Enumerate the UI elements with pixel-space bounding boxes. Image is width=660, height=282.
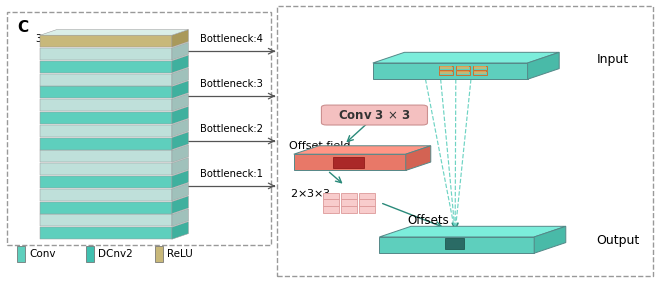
- Bar: [333, 157, 364, 168]
- Bar: [359, 206, 375, 213]
- Text: Offset field: Offset field: [288, 141, 350, 151]
- Text: ReLU: ReLU: [168, 249, 193, 259]
- Text: Bottleneck:1: Bottleneck:1: [200, 169, 263, 179]
- Text: Bottleneck:3: Bottleneck:3: [200, 79, 263, 89]
- Text: Input: Input: [597, 53, 629, 66]
- Text: Conv: Conv: [29, 249, 55, 259]
- Bar: [40, 150, 172, 162]
- Polygon shape: [172, 81, 188, 98]
- Bar: [475, 71, 486, 74]
- Bar: [40, 74, 172, 85]
- Bar: [323, 199, 339, 206]
- Text: Conv 3 $\times$ 3: Conv 3 $\times$ 3: [339, 109, 411, 122]
- Bar: [440, 66, 452, 69]
- FancyBboxPatch shape: [321, 105, 428, 125]
- Bar: [323, 206, 339, 213]
- Polygon shape: [172, 145, 188, 162]
- Bar: [40, 48, 172, 60]
- Bar: [40, 227, 172, 239]
- Bar: [440, 71, 452, 74]
- Text: C: C: [17, 20, 28, 35]
- Bar: [473, 66, 487, 70]
- Bar: [341, 193, 357, 199]
- Polygon shape: [406, 146, 431, 170]
- Bar: [40, 35, 172, 47]
- Polygon shape: [172, 196, 188, 213]
- Bar: [40, 61, 172, 73]
- Bar: [439, 66, 453, 70]
- Polygon shape: [40, 30, 188, 35]
- Bar: [40, 99, 172, 111]
- Polygon shape: [172, 94, 188, 111]
- Polygon shape: [373, 52, 559, 63]
- Text: Offsets: Offsets: [408, 215, 449, 228]
- Polygon shape: [172, 106, 188, 124]
- Polygon shape: [172, 209, 188, 226]
- Bar: [456, 71, 471, 75]
- Bar: [457, 66, 469, 69]
- Bar: [359, 199, 375, 206]
- Text: 2$\times$3$\times$3: 2$\times$3$\times$3: [290, 187, 331, 199]
- Bar: [40, 202, 172, 213]
- Bar: [473, 71, 487, 75]
- Bar: [40, 189, 172, 201]
- Polygon shape: [172, 222, 188, 239]
- Bar: [341, 199, 357, 206]
- Bar: [446, 238, 464, 249]
- Bar: [17, 246, 25, 262]
- Polygon shape: [172, 170, 188, 188]
- Text: 3: 3: [36, 34, 42, 44]
- Polygon shape: [373, 63, 527, 79]
- Text: Bottleneck:4: Bottleneck:4: [200, 34, 263, 44]
- Polygon shape: [294, 146, 431, 154]
- Polygon shape: [534, 226, 566, 253]
- Bar: [40, 138, 172, 149]
- Bar: [40, 214, 172, 226]
- Polygon shape: [172, 68, 188, 85]
- Polygon shape: [172, 183, 188, 201]
- Polygon shape: [172, 30, 188, 47]
- Text: Bottleneck:2: Bottleneck:2: [200, 124, 263, 134]
- Text: Output: Output: [597, 234, 640, 247]
- Bar: [475, 66, 486, 69]
- Text: DCnv2: DCnv2: [98, 249, 133, 259]
- Polygon shape: [527, 52, 559, 79]
- Bar: [40, 176, 172, 188]
- Bar: [456, 66, 471, 70]
- Polygon shape: [172, 132, 188, 149]
- Bar: [359, 193, 375, 199]
- Polygon shape: [172, 119, 188, 137]
- Bar: [40, 163, 172, 175]
- Bar: [40, 112, 172, 124]
- Polygon shape: [379, 226, 566, 237]
- Polygon shape: [172, 42, 188, 60]
- Bar: [40, 125, 172, 137]
- Bar: [457, 71, 469, 74]
- Bar: [439, 71, 453, 75]
- Bar: [156, 246, 164, 262]
- Bar: [40, 86, 172, 98]
- Bar: [323, 193, 339, 199]
- Bar: [341, 206, 357, 213]
- Bar: [86, 246, 94, 262]
- Polygon shape: [379, 237, 534, 253]
- Polygon shape: [294, 154, 406, 170]
- Polygon shape: [172, 55, 188, 73]
- Polygon shape: [172, 158, 188, 175]
